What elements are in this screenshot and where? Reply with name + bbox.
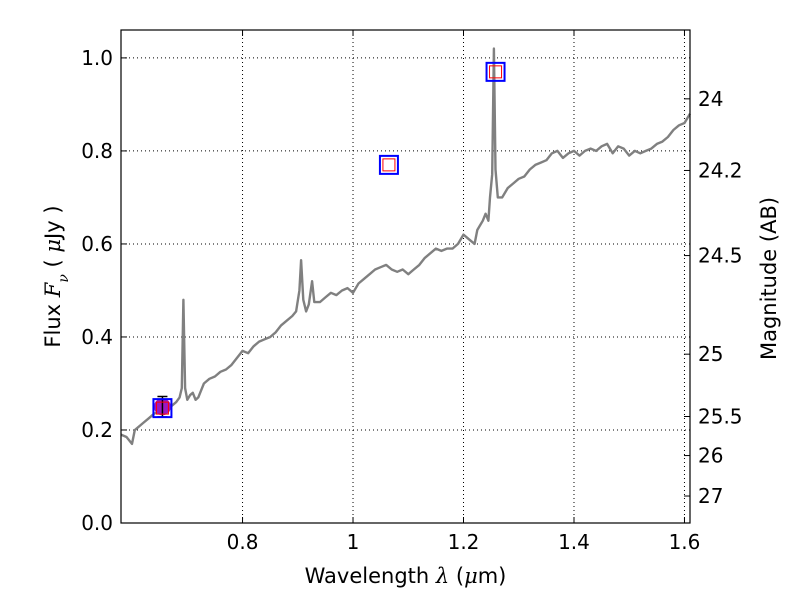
y-axis-title: Flux Fν ( μJy ) <box>41 205 72 347</box>
y-axis-title-nu: ν <box>56 274 72 283</box>
y-tick-label: 0.0 <box>81 511 113 535</box>
x-tick-label: 0.8 <box>227 530 259 554</box>
x-tick-label: 1.2 <box>448 530 480 554</box>
x-axis-title-unit: m) <box>478 564 507 588</box>
x-axis-title-open: ( <box>449 564 464 588</box>
y-axis-title-unit: Jy ) <box>41 205 65 241</box>
x-axis-title-lambda: λ <box>435 564 449 588</box>
y-tick-label: 1.0 <box>81 46 113 70</box>
y2-tick-label: 25.5 <box>698 404 743 428</box>
y-tick-label: 0.6 <box>81 232 113 256</box>
y-axis-title-mu: μ <box>41 239 65 253</box>
photometry-square-outer <box>378 154 399 175</box>
y2-axis-title: Magnitude (AB) <box>757 197 781 360</box>
x-tick-label: 1.4 <box>558 530 590 554</box>
x-tick-label: 1 <box>347 530 360 554</box>
x-axis-title: Wavelength λ (μm) <box>305 564 507 588</box>
photometry-square-outer <box>152 398 173 419</box>
y2-tick-label: 24 <box>698 87 723 111</box>
y-tick-label: 0.8 <box>81 139 113 163</box>
x-axis-title-mu: μ <box>464 564 478 588</box>
photometry-square-outer <box>485 61 506 82</box>
y2-tick-label: 24.5 <box>698 244 743 268</box>
y2-tick-label: 25 <box>698 342 723 366</box>
plot-frame <box>120 29 691 524</box>
y-axis-title-open: ( <box>41 253 65 275</box>
y2-tick-label: 26 <box>698 444 723 468</box>
y-axis-title-text: Flux <box>41 297 65 347</box>
x-axis-title-text: Wavelength <box>305 564 436 588</box>
photometry-square-inner <box>489 65 503 79</box>
y-axis-title-f: F <box>41 281 65 298</box>
spectrum-line <box>120 47 692 446</box>
y2-tick-label: 27 <box>698 484 723 508</box>
grid <box>121 30 690 524</box>
y-tick-label: 0.4 <box>81 325 113 349</box>
y-tick-label: 0.2 <box>81 418 113 442</box>
photometry-square-inner <box>155 401 169 415</box>
photometry-square-inner <box>382 158 396 172</box>
data-layer <box>120 47 692 446</box>
y2-tick-label: 24.2 <box>698 158 743 182</box>
x-tick-label: 1.6 <box>669 530 701 554</box>
axes: 0.8 1 1.2 1.4 1.6 0.0 0.2 0.4 0.6 0.8 1.0 24 24.2 24.… <box>81 30 743 554</box>
